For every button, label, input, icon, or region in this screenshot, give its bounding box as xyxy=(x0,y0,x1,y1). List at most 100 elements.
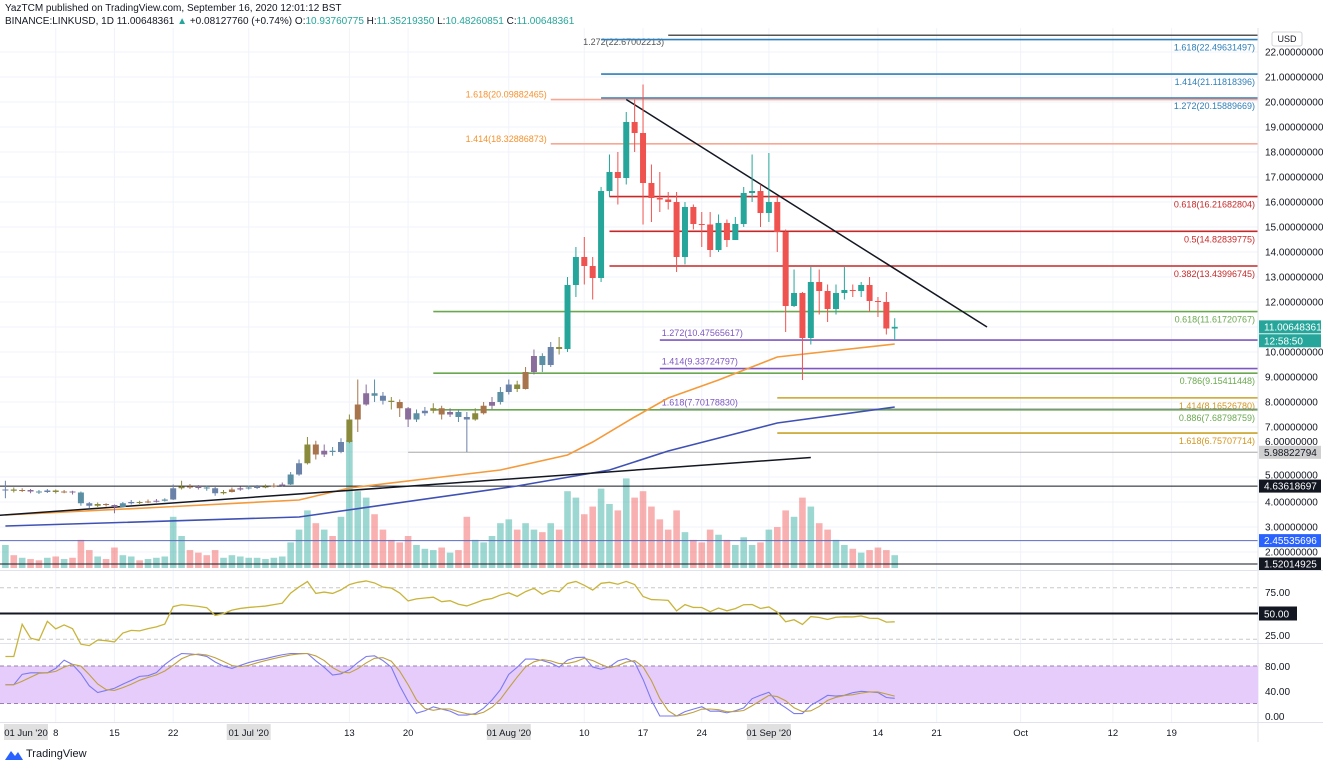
currency-label: USD xyxy=(1277,34,1297,44)
candle xyxy=(170,484,177,500)
candle-body xyxy=(10,489,17,491)
publish-info: YazTCM published on TradingView.com, Sep… xyxy=(5,3,342,14)
volume-bar xyxy=(807,506,815,568)
candle xyxy=(287,472,294,485)
volume-bar xyxy=(488,536,496,568)
volume-bar xyxy=(782,510,789,568)
candle xyxy=(581,237,588,285)
candle-body xyxy=(824,291,831,309)
price-axis-badge-text: 2.45535696 xyxy=(1264,536,1317,547)
close-label: C: xyxy=(506,16,517,27)
price-tick-label: 2.00000000 xyxy=(1265,548,1318,559)
candle-body xyxy=(245,487,252,489)
candle xyxy=(128,500,135,505)
volume-bar xyxy=(404,536,412,568)
fib-level-label: 1.414(21.11818396) xyxy=(1175,77,1255,87)
stoch-rsi-pane: 80.00 40.00 0.00 xyxy=(0,652,1290,723)
candle-body xyxy=(363,393,370,405)
candle-body xyxy=(572,257,579,285)
candle-body xyxy=(782,232,789,306)
price-tick-label: 7.00000000 xyxy=(1265,423,1318,434)
candle-body xyxy=(438,408,445,415)
price-tick-label: 14.00000000 xyxy=(1265,248,1323,259)
time-tick-label: 01 Sep '20 xyxy=(746,728,791,739)
fib-level-label: 0.5(14.82839775) xyxy=(1184,234,1255,244)
volume-bar xyxy=(186,550,194,568)
candle-body xyxy=(858,285,865,291)
candle-body xyxy=(530,356,537,372)
candle xyxy=(44,489,51,493)
candle xyxy=(27,489,34,494)
candle xyxy=(413,409,420,422)
price-tick-label: 6.00000000 xyxy=(1265,437,1318,448)
candle xyxy=(774,197,781,252)
candle xyxy=(195,485,202,490)
candle-body xyxy=(119,503,126,507)
candle-body xyxy=(111,505,118,507)
volume-bar xyxy=(572,497,580,568)
price-axis-badge-text: 11.00648361 xyxy=(1264,322,1322,333)
time-tick-label: 20 xyxy=(403,728,414,739)
trendline xyxy=(625,98,988,328)
time-axis-major-box xyxy=(4,724,48,740)
fib-level-label: 0.786(9.15411448) xyxy=(1180,376,1255,386)
volume-bar xyxy=(841,544,848,568)
time-tick-label: 01 Jul '20 xyxy=(229,728,269,739)
rsi-tick-label: 75.00 xyxy=(1265,588,1290,599)
candle-body xyxy=(44,490,51,492)
candle-body xyxy=(447,412,454,415)
candle xyxy=(690,204,697,230)
candle-body xyxy=(681,207,688,257)
price-tick-label: 19.00000000 xyxy=(1265,123,1323,134)
candle xyxy=(707,212,714,257)
rsi-line xyxy=(5,580,895,658)
volume-bar xyxy=(161,556,169,568)
volume-bar xyxy=(312,523,320,568)
candle xyxy=(371,379,378,402)
candle-body xyxy=(723,223,730,240)
candle xyxy=(178,480,185,490)
candle xyxy=(648,164,655,222)
candle-body xyxy=(254,487,261,488)
candle-body xyxy=(195,487,202,488)
volume-bar xyxy=(10,555,18,568)
tradingview-logo[interactable]: TradingView xyxy=(5,748,87,760)
price-axis-badge xyxy=(1259,557,1321,571)
volume-bar xyxy=(790,516,798,568)
price-axis-bg xyxy=(1258,28,1323,742)
price-tick-label: 4.00000000 xyxy=(1265,498,1318,509)
volume-bar xyxy=(773,527,781,568)
candle xyxy=(447,408,454,417)
time-axis: 01 Jun '20 8 15 22 01 Jul '20 13 20 01 Aug '20 1… xyxy=(4,724,1177,740)
symbol-name[interactable]: BINANCE:LINKUSD, 1D xyxy=(5,16,114,27)
candle xyxy=(505,379,512,395)
rsi-pane: 75.00 25.00 50.00 xyxy=(0,580,1297,658)
time-tick-label: 21 xyxy=(931,728,942,739)
volume-bar xyxy=(757,542,764,568)
fib-level-label: 1.618(20.09882465) xyxy=(466,90,547,100)
candle-body xyxy=(354,404,361,420)
volume-bar xyxy=(891,555,899,568)
candle xyxy=(799,292,806,380)
candle xyxy=(556,337,563,355)
volume-bar xyxy=(396,542,404,568)
price-tick-label: 18.00000000 xyxy=(1265,148,1323,159)
up-arrow-icon: ▲ xyxy=(177,16,188,27)
candle-body xyxy=(463,417,470,420)
fib-level-label: 1.414(18.32886873) xyxy=(466,134,547,144)
volume-bar xyxy=(622,478,630,568)
price-tick-label: 3.00000000 xyxy=(1265,523,1318,534)
price-tick-label: 15.00000000 xyxy=(1265,223,1323,234)
low-value: 10.48260851 xyxy=(445,16,504,27)
volume-bar xyxy=(228,555,236,568)
volume-bar xyxy=(463,516,471,568)
price-tick-label: 10.00000000 xyxy=(1265,348,1323,359)
candle-body xyxy=(228,489,235,492)
candle xyxy=(598,187,605,282)
fib-level-label: 1.414(9.33724797) xyxy=(662,357,738,367)
candle-body xyxy=(145,501,152,503)
fib-level-label: 1.618(7.70178830) xyxy=(662,397,738,407)
volume-bar xyxy=(648,506,655,568)
candle xyxy=(782,229,789,332)
